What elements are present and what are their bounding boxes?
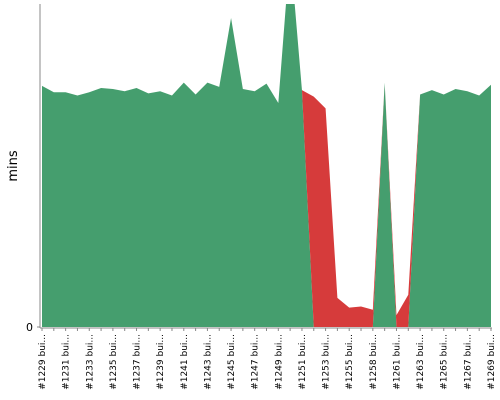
x-tick-label: #1263 bui... — [416, 334, 426, 390]
x-tick-label: #1245 bui... — [227, 334, 237, 390]
x-tick-label: #1265 bui... — [440, 334, 450, 390]
x-tick-label: #1235 bui... — [109, 334, 119, 390]
x-tick-label: #1261 bui... — [392, 334, 402, 390]
x-tick-label: #1241 bui... — [180, 334, 190, 390]
x-tick-label: #1253 bui... — [322, 334, 332, 390]
x-tick-label: #1247 bui... — [251, 334, 261, 390]
x-tick-label: #1233 bui... — [85, 334, 95, 390]
plot-area — [42, 4, 491, 327]
area — [42, 4, 491, 327]
y-tick-label: 0 — [26, 321, 33, 334]
x-tick-label: #1258 bui... — [369, 334, 379, 390]
x-tick-label: #1269 bui... — [487, 334, 497, 390]
x-tick-label: #1251 bui... — [298, 334, 308, 390]
x-tick-label: #1239 bui... — [156, 334, 166, 390]
y-axis-label: mins — [6, 150, 21, 182]
x-tick-label: #1249 bui... — [274, 334, 284, 390]
x-tick-label: #1231 bui... — [62, 334, 72, 390]
x-tick-label: #1243 bui... — [203, 334, 213, 390]
x-tick-label: #1237 bui... — [133, 334, 143, 390]
x-tick-label: #1267 bui... — [463, 334, 473, 390]
x-tick-label: #1255 bui... — [345, 334, 355, 390]
x-tick-label: #1229 bui... — [38, 334, 48, 390]
